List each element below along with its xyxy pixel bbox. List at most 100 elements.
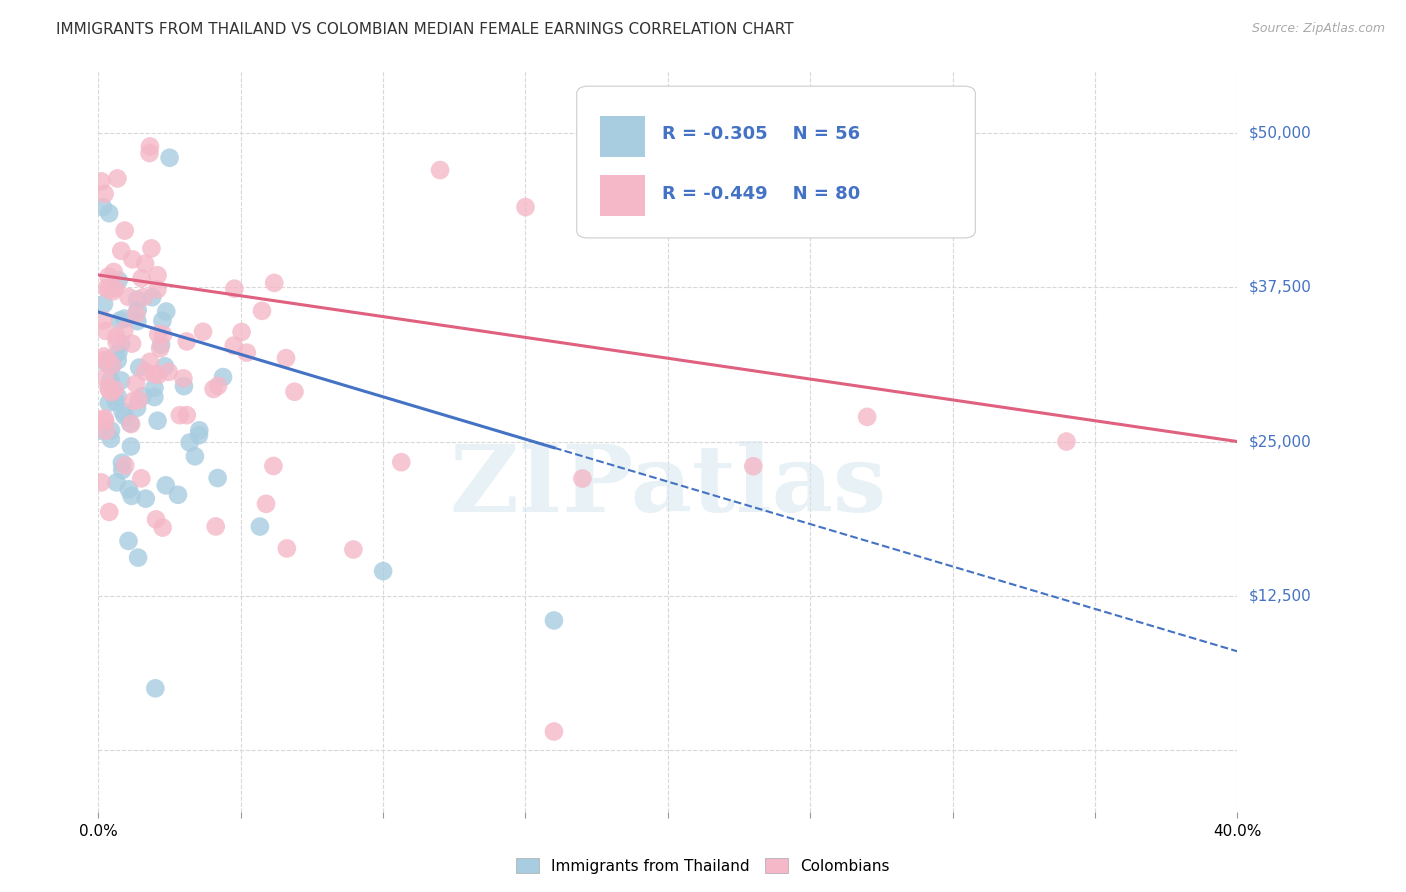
Point [90,413,112,427]
Point [93,350,115,364]
Point [389,455,412,469]
Point [101,359,124,373]
Point [100,373,122,387]
Point [93,297,115,311]
Point [107,171,129,186]
Point [121,252,143,267]
Point [141,241,163,255]
Point [120,440,142,454]
Point [139,139,162,153]
Point [250,303,273,318]
Point [236,345,259,359]
Point [110,374,132,388]
Point [207,379,229,393]
Point [100,424,122,438]
Point [105,475,128,490]
Point [342,542,364,557]
Point [515,200,537,214]
Point [155,304,177,318]
Point [742,459,765,474]
Point [97,380,120,394]
Point [120,416,142,430]
Point [184,450,207,464]
Point [146,414,169,428]
Point [543,614,565,628]
Point [169,408,191,422]
FancyBboxPatch shape [599,116,645,156]
Point [90,174,112,188]
Point [135,491,157,506]
Text: $25,000: $25,000 [1249,434,1312,449]
Point [128,360,150,375]
Text: $37,500: $37,500 [1249,280,1312,294]
Point [120,417,142,431]
Point [128,392,150,407]
Point [176,408,198,422]
Text: IMMIGRANTS FROM THAILAND VS COLOMBIAN MEDIAN FEMALE EARNINGS CORRELATION CHART: IMMIGRANTS FROM THAILAND VS COLOMBIAN ME… [56,22,794,37]
Point [429,163,451,178]
Point [121,489,143,503]
Point [134,257,156,271]
Point [222,338,245,352]
Point [111,404,134,418]
Point [97,283,120,297]
Point [112,311,135,326]
Point [153,359,176,374]
Text: R = -0.449    N = 80: R = -0.449 N = 80 [662,185,860,202]
Point [103,265,125,279]
Point [127,293,149,307]
Point [125,401,148,415]
Point [262,458,284,473]
Point [98,383,121,397]
Point [125,376,148,391]
Point [149,341,172,355]
Point [93,313,115,327]
Text: R = -0.305    N = 56: R = -0.305 N = 56 [662,125,860,144]
Point [107,273,129,287]
Point [98,505,121,519]
Point [146,282,169,296]
Point [98,206,121,220]
Point [1056,434,1078,449]
Point [98,358,121,372]
Point [152,327,174,342]
Point [148,327,170,342]
Point [90,424,112,438]
Point [155,478,177,492]
Point [127,314,149,328]
Point [139,355,162,369]
Point [274,351,297,365]
Point [276,541,298,556]
Point [254,497,277,511]
Point [90,475,112,490]
Text: ZIPatlas: ZIPatlas [450,441,886,531]
Point [146,268,169,283]
Point [107,345,129,359]
Point [127,303,149,318]
Point [231,325,253,339]
Point [96,281,118,295]
Point [97,396,120,410]
FancyBboxPatch shape [576,87,976,238]
Point [125,307,148,321]
Point [105,335,128,350]
Point [117,533,139,548]
Point [94,424,117,438]
Point [173,379,195,393]
Point [111,456,134,470]
Point [157,365,180,379]
Legend: Immigrants from Thailand, Colombians: Immigrants from Thailand, Colombians [510,852,896,880]
Point [571,471,593,485]
Point [107,353,129,368]
Point [118,483,141,497]
Point [94,414,117,428]
Point [152,520,174,534]
Point [145,512,167,526]
Point [93,411,115,425]
Point [91,353,114,368]
Point [145,681,167,696]
Point [112,323,135,337]
Point [141,290,163,304]
Point [131,389,153,403]
Point [543,724,565,739]
